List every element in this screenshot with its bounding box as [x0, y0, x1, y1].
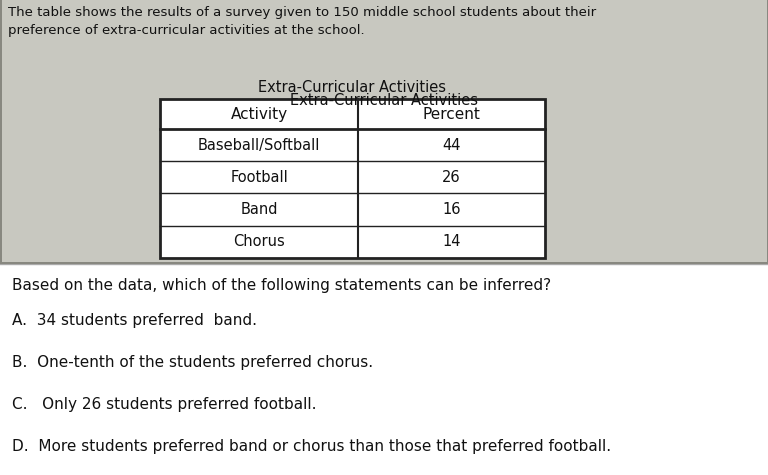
Text: 26: 26 — [442, 170, 461, 185]
Text: Band: Band — [240, 202, 278, 217]
Text: Extra-Curricular Activities: Extra-Curricular Activities — [259, 80, 446, 95]
Bar — [766, 0, 768, 264]
Bar — [0, 262, 768, 264]
Bar — [0, 0, 2, 264]
Text: A.  34 students preferred  band.: A. 34 students preferred band. — [12, 314, 257, 329]
Bar — [160, 99, 545, 257]
Text: B.  One-tenth of the students preferred chorus.: B. One-tenth of the students preferred c… — [12, 355, 373, 370]
Text: Activity: Activity — [230, 107, 288, 122]
Text: preference of extra-curricular activities at the school.: preference of extra-curricular activitie… — [8, 24, 365, 37]
Text: Extra-Curricular Activities: Extra-Curricular Activities — [290, 93, 478, 108]
Text: 44: 44 — [442, 138, 461, 153]
Text: C.   Only 26 students preferred football.: C. Only 26 students preferred football. — [12, 397, 316, 412]
Text: Based on the data, which of the following statements can be inferred?: Based on the data, which of the followin… — [12, 277, 551, 293]
Text: D.  More students preferred band or chorus than those that preferred football.: D. More students preferred band or choru… — [12, 439, 611, 454]
Text: The table shows the results of a survey given to 150 middle school students abou: The table shows the results of a survey … — [8, 6, 596, 19]
Text: Chorus: Chorus — [233, 234, 285, 249]
Text: Baseball/Softball: Baseball/Softball — [198, 138, 320, 153]
Text: 14: 14 — [442, 234, 461, 249]
Text: Percent: Percent — [422, 107, 481, 122]
Text: 16: 16 — [442, 202, 461, 217]
Text: Football: Football — [230, 170, 288, 185]
